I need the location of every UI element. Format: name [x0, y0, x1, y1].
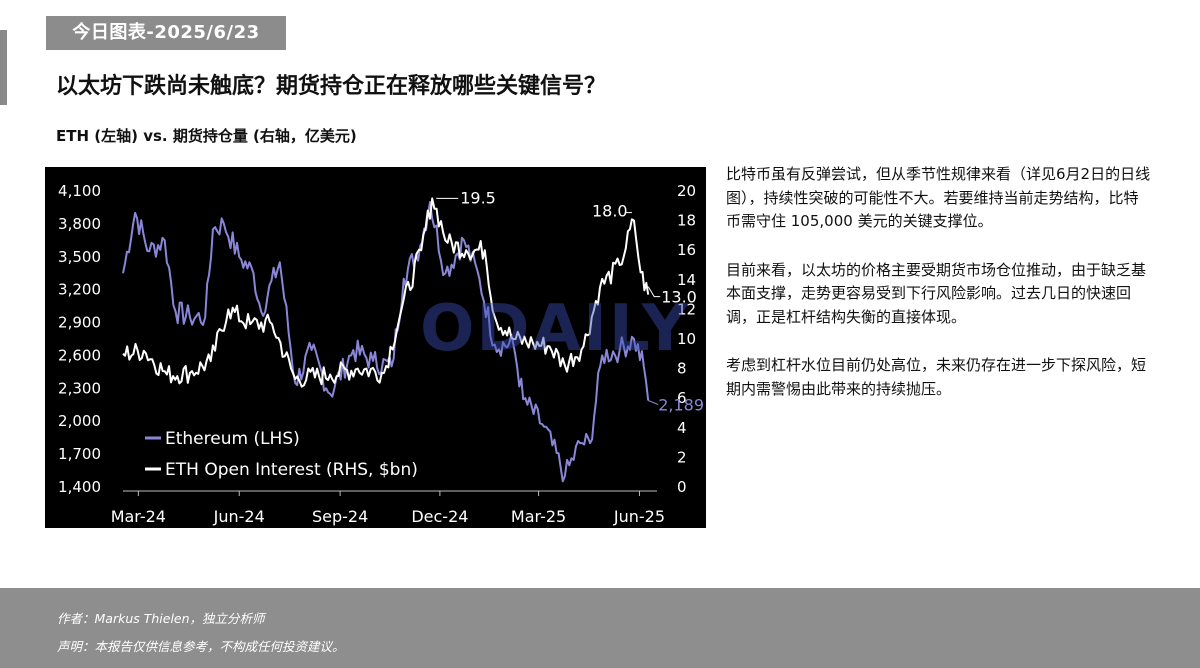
left-accent-bar [0, 30, 7, 105]
x-tick-label: Dec-24 [411, 507, 468, 526]
y-right-tick-label: 20 [677, 182, 696, 200]
commentary-paragraph-3: 考虑到杠杆水位目前仍处高位，未来仍存在进一步下探风险，短期内需警惕由此带来的持续… [726, 356, 1147, 398]
commentary-paragraph-1: 比特币虽有反弹尝试，但从季节性规律来看（详见6月2日的日线图），持续性突破的可能… [726, 165, 1151, 230]
y-right-tick-label: 14 [677, 271, 696, 289]
y-left-tick-label: 2,600 [58, 346, 101, 364]
y-left-tick-label: 3,500 [58, 248, 101, 266]
footer-disclaimer: 声明：本报告仅供信息参考，不构成任何投资建议。 [57, 639, 345, 654]
y-right-tick-label: 18 [677, 212, 696, 230]
y-left-tick-label: 1,700 [58, 445, 101, 463]
y-left-tick-label: 1,400 [58, 478, 101, 496]
chart-subtitle: ETH (左轴) vs. 期货持仓量 (右轴，亿美元) [56, 127, 357, 145]
annotation-eth-latest: 2,189 [658, 396, 704, 415]
y-left-tick-label: 2,000 [58, 412, 101, 430]
commentary: 比特币虽有反弹尝试，但从季节性规律来看（详见6月2日的日线图），持续性突破的可能… [726, 163, 1151, 426]
y-left-tick-label: 3,800 [58, 215, 101, 233]
ethereum-price-line [122, 201, 650, 483]
y-right-tick-label: 16 [677, 241, 696, 259]
y-right-tick-label: 6 [677, 389, 687, 407]
y-left-tick-label: 3,200 [58, 281, 101, 299]
x-tick-label: Jun-24 [213, 507, 265, 526]
x-tick-label: Mar-25 [511, 507, 566, 526]
x-tick-label: Jun-25 [613, 507, 665, 526]
y-right-tick-label: 12 [677, 300, 696, 318]
date-tag: 今日图表-2025/6/23 [46, 16, 286, 50]
annotation-oi-latest: 13.0 [661, 288, 697, 307]
y-right-tick-label: 10 [677, 330, 696, 348]
annotation-leader [647, 286, 661, 298]
commentary-paragraph-2: 目前来看，以太坊的价格主要受期货市场仓位推动，由于缺乏基本面支撑，走势更容易受到… [726, 260, 1147, 326]
footer-author: 作者：Markus Thielen，独立分析师 [57, 611, 265, 626]
annotation-oi-peak-jun: 18.0 [592, 202, 628, 221]
y-right-tick-label: 8 [677, 360, 687, 378]
y-right-tick-label: 4 [677, 419, 687, 437]
y-right-tick-label: 0 [677, 478, 687, 496]
x-tick-label: Mar-24 [111, 507, 166, 526]
y-right-tick-label: 2 [677, 448, 687, 466]
footer: 作者：Markus Thielen，独立分析师 声明：本报告仅供信息参考，不构成… [0, 588, 1200, 668]
y-left-tick-label: 2,900 [58, 314, 101, 332]
x-tick-label: Sep-24 [312, 507, 368, 526]
page-title: 以太坊下跌尚未触底？期货持仓正在释放哪些关键信号？ [56, 74, 607, 99]
open-interest-line [122, 197, 650, 388]
y-left-tick-label: 4,100 [58, 182, 101, 200]
legend-label-oi: ETH Open Interest (RHS, $bn) [165, 460, 418, 480]
annotation-leader [648, 400, 659, 405]
chart-container: Mar-24 Jun-24 Sep-24 Dec-24 Mar-25 Jun-25 4,10… [45, 167, 706, 528]
legend-label-eth: Ethereum (LHS) [165, 429, 300, 449]
annotation-oi-peak-dec: 19.5 [460, 188, 496, 207]
y-left-tick-label: 2,300 [58, 379, 101, 397]
eth-vs-oi-chart: Mar-24 Jun-24 Sep-24 Dec-24 Mar-25 Jun-25 4,10… [58, 182, 704, 526]
